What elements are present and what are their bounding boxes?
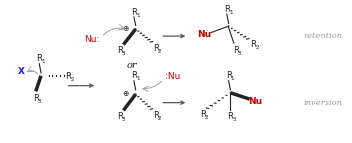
Text: R: R [250,40,256,49]
Text: R: R [131,8,137,17]
Text: R: R [33,94,39,103]
Text: ⊕: ⊕ [123,24,129,33]
Text: retention: retention [304,32,343,40]
Text: R: R [117,46,123,55]
Text: 3: 3 [122,51,126,56]
Text: 2: 2 [158,49,162,54]
Text: Nu:: Nu: [84,35,100,44]
Text: :Nu: :Nu [165,72,180,81]
Text: 2: 2 [70,77,74,82]
Text: ⊕: ⊕ [123,89,129,98]
Text: 3: 3 [238,51,241,56]
Text: X: X [18,67,25,76]
Text: Nu: Nu [249,97,263,106]
Text: R: R [200,110,206,119]
Text: R: R [153,111,159,120]
Text: 2: 2 [158,116,162,121]
Text: 2: 2 [255,45,259,50]
Text: or: or [127,61,137,70]
Text: R: R [36,54,42,63]
Text: inversion: inversion [304,99,343,107]
Text: 3: 3 [232,117,236,122]
Text: R: R [227,112,233,121]
Text: R: R [224,5,230,14]
Text: 1: 1 [231,76,234,81]
Text: 2: 2 [205,115,209,120]
Text: R: R [131,71,137,80]
Text: R: R [65,72,71,81]
Text: R: R [153,44,159,53]
Text: 1: 1 [229,10,232,15]
Text: 3: 3 [122,117,126,122]
Text: R: R [226,71,232,80]
Text: R: R [233,46,239,55]
Text: 3: 3 [38,99,42,104]
Text: 1: 1 [136,76,139,81]
Text: R: R [117,112,123,121]
Text: 1: 1 [42,59,45,64]
Text: Nu: Nu [197,30,211,39]
Text: 1: 1 [136,13,139,18]
